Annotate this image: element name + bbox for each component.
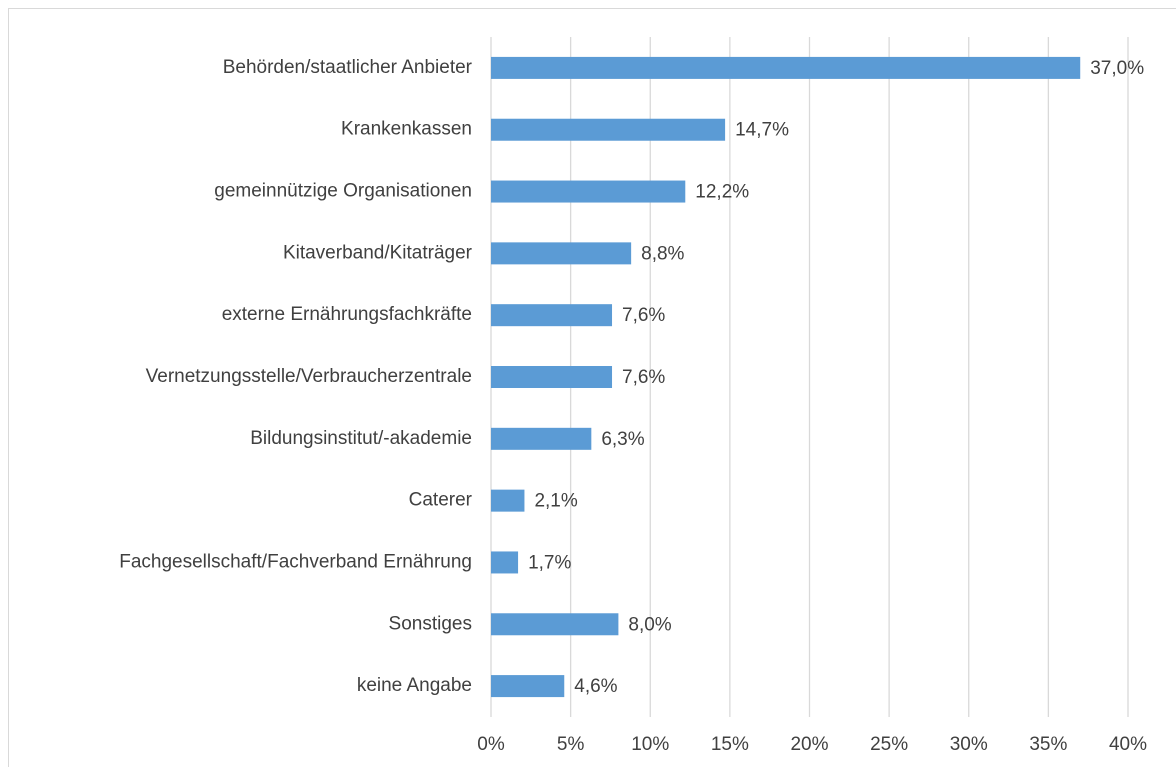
y-tick-label: gemeinnützige Organisationen xyxy=(214,181,472,202)
bar xyxy=(491,613,619,636)
y-tick-label: Krankenkassen xyxy=(341,119,472,140)
bar xyxy=(491,551,519,574)
value-label: 12,2% xyxy=(695,182,749,203)
x-tick-label: 5% xyxy=(557,734,585,755)
y-tick-label: Vernetzungsstelle/Verbraucherzentrale xyxy=(146,366,472,387)
x-tick-label: 20% xyxy=(790,734,828,755)
y-tick-label: Behörden/staatlicher Anbieter xyxy=(223,57,473,78)
value-label: 37,0% xyxy=(1090,58,1144,79)
value-label: 8,8% xyxy=(641,243,684,264)
x-tick-label: 40% xyxy=(1109,734,1147,755)
value-label: 8,0% xyxy=(628,614,671,635)
bar xyxy=(491,118,726,141)
y-tick-label: externe Ernährungsfachkräfte xyxy=(222,304,472,325)
y-tick-label: Caterer xyxy=(409,490,473,511)
value-label: 4,6% xyxy=(574,676,617,697)
value-label: 7,6% xyxy=(622,367,665,388)
x-tick-label: 25% xyxy=(870,734,908,755)
bar xyxy=(491,427,592,450)
y-tick-label: Fachgesellschaft/Fachverband Ernährung xyxy=(119,551,472,572)
y-tick-label: Sonstiges xyxy=(389,613,472,634)
x-tick-label: 0% xyxy=(477,734,505,755)
value-label: 6,3% xyxy=(601,429,644,450)
bar xyxy=(491,489,525,512)
y-tick-label: keine Angabe xyxy=(357,675,472,696)
bar xyxy=(491,180,686,203)
bar xyxy=(491,675,565,698)
x-tick-label: 10% xyxy=(631,734,669,755)
bar xyxy=(491,304,613,327)
y-tick-label: Kitaverband/Kitaträger xyxy=(283,242,473,263)
bar xyxy=(491,56,1081,79)
y-tick-label: Bildungsinstitut/-akademie xyxy=(250,428,472,449)
bar xyxy=(491,366,613,388)
value-label: 14,7% xyxy=(735,120,789,141)
x-tick-label: 35% xyxy=(1029,734,1067,755)
bar xyxy=(491,242,632,265)
value-label: 7,6% xyxy=(622,305,665,326)
chart-border xyxy=(8,8,1176,767)
x-tick-label: 30% xyxy=(950,734,988,755)
value-label: 1,7% xyxy=(528,552,571,573)
x-tick-label: 15% xyxy=(711,734,749,755)
value-label: 2,1% xyxy=(534,491,577,512)
